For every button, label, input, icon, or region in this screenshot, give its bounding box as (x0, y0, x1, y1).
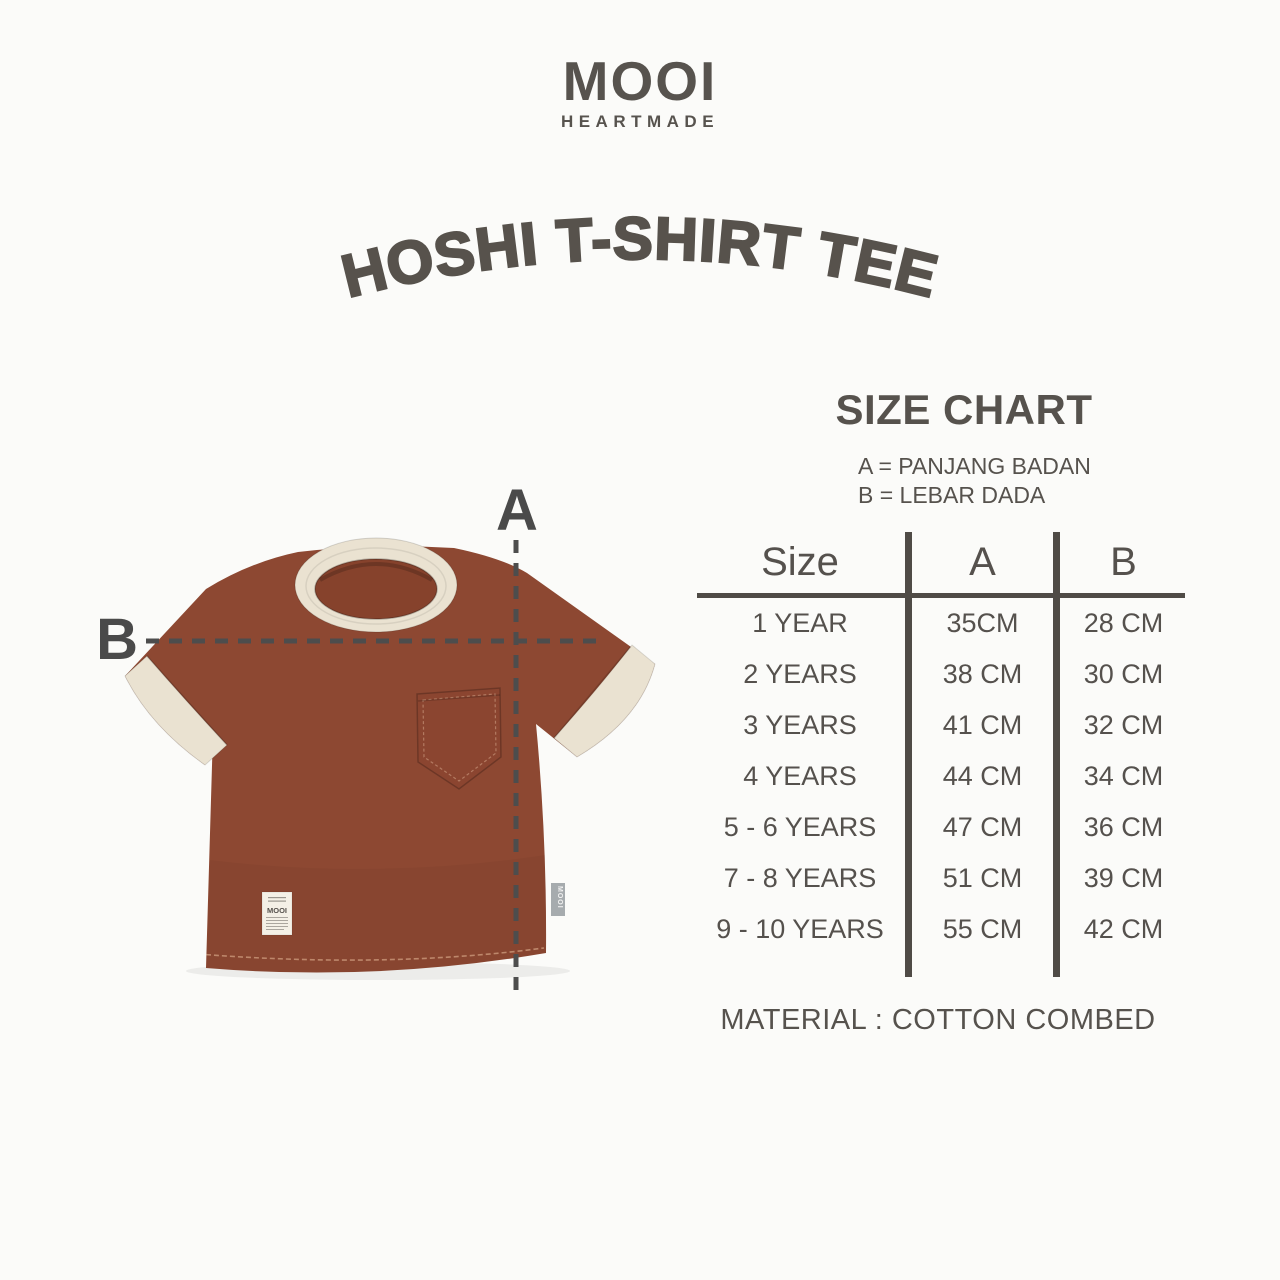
product-title: HOSHI T-SHIRT TEE (334, 204, 945, 312)
cell-size: 5 - 6 YEARS (723, 812, 877, 842)
brand-logo: MOOI HEARTMADE (0, 54, 1280, 132)
product-title-arc: HOSHI T-SHIRT TEE (335, 205, 945, 310)
table-row: 7 - 8 YEARS 51 CM 39 CM (695, 853, 1187, 904)
cell-size: 1 YEAR (752, 608, 848, 638)
cell-b: 30 CM (1083, 659, 1164, 689)
chest-pocket (416, 687, 502, 790)
size-chart-table: Size A B 1 YEAR 35CM 28 CM 2 YEARS 38 CM… (695, 532, 1187, 977)
material-note: MATERIAL : COTTON COMBED (720, 1004, 1156, 1036)
collar-inner (314, 558, 438, 620)
cell-size: 2 YEARS (743, 659, 857, 689)
cell-a: 51 CM (942, 863, 1023, 893)
table-body: 1 YEAR 35CM 28 CM 2 YEARS 38 CM 30 CM 3 … (695, 598, 1187, 955)
care-label: MOOI (261, 891, 293, 936)
right-cuff-seam (553, 644, 633, 739)
table-row: 1 YEAR 35CM 28 CM (695, 598, 1187, 649)
brand-tagline: HEARTMADE (560, 112, 720, 131)
table-header-rule (697, 593, 1185, 598)
column-header-size: Size (761, 540, 839, 584)
pocket-stitching (422, 693, 497, 782)
right-cuff-trim (553, 644, 656, 758)
measure-label-b: B (96, 607, 138, 672)
tshirt-body (125, 546, 655, 973)
cell-a: 38 CM (942, 659, 1023, 689)
legend-line-b: B = LEBAR DADA (858, 482, 1046, 508)
cell-b: 42 CM (1083, 914, 1164, 944)
cell-size: 3 YEARS (743, 710, 857, 740)
brand-name: MOOI (562, 50, 718, 112)
left-cuff-trim (124, 655, 228, 766)
hem-stitching (173, 947, 545, 961)
cell-a: 47 CM (942, 812, 1023, 842)
table-row: 2 YEARS 38 CM 30 CM (695, 649, 1187, 700)
cell-b: 32 CM (1083, 710, 1164, 740)
left-cuff-seam (146, 655, 228, 746)
side-tag: MOOI (551, 883, 565, 916)
column-header-b: B (1110, 540, 1137, 584)
table-divider-1 (905, 532, 912, 977)
cell-a: 55 CM (942, 914, 1023, 944)
collar-inner-shadow (319, 562, 433, 582)
tshirt-shading (206, 855, 546, 973)
legend-line-a: A = PANJANG BADAN (858, 453, 1091, 479)
cell-b: 39 CM (1083, 863, 1164, 893)
table-row: 4 YEARS 44 CM 34 CM (695, 751, 1187, 802)
table-row: 3 YEARS 41 CM 32 CM (695, 700, 1187, 751)
column-header-a: A (969, 540, 996, 584)
cell-b: 34 CM (1083, 761, 1164, 791)
size-chart-heading: SIZE CHART (835, 386, 1093, 433)
table-row: 5 - 6 YEARS 47 CM 36 CM (695, 802, 1187, 853)
table-row: 9 - 10 YEARS 55 CM 42 CM (695, 904, 1187, 955)
cell-b: 36 CM (1083, 812, 1164, 842)
cell-size: 4 YEARS (743, 761, 857, 791)
cell-a: 44 CM (942, 761, 1023, 791)
cell-a: 35CM (946, 608, 1019, 638)
table-divider-2 (1053, 532, 1060, 977)
size-chart-legend: A = PANJANG BADAN B = LEBAR DADA (858, 452, 1091, 510)
care-label-brand: MOOI (267, 906, 287, 915)
cell-b: 28 CM (1083, 608, 1164, 638)
pocket-hem-stitch (417, 694, 501, 702)
cell-a: 41 CM (942, 710, 1023, 740)
table-header-row: Size A B (695, 532, 1187, 593)
collar-seam (305, 547, 447, 625)
cell-size: 7 - 8 YEARS (723, 863, 877, 893)
cell-size: 9 - 10 YEARS (716, 914, 884, 944)
side-tag-brand: MOOI (556, 886, 563, 909)
measure-label-a: A (496, 478, 538, 543)
